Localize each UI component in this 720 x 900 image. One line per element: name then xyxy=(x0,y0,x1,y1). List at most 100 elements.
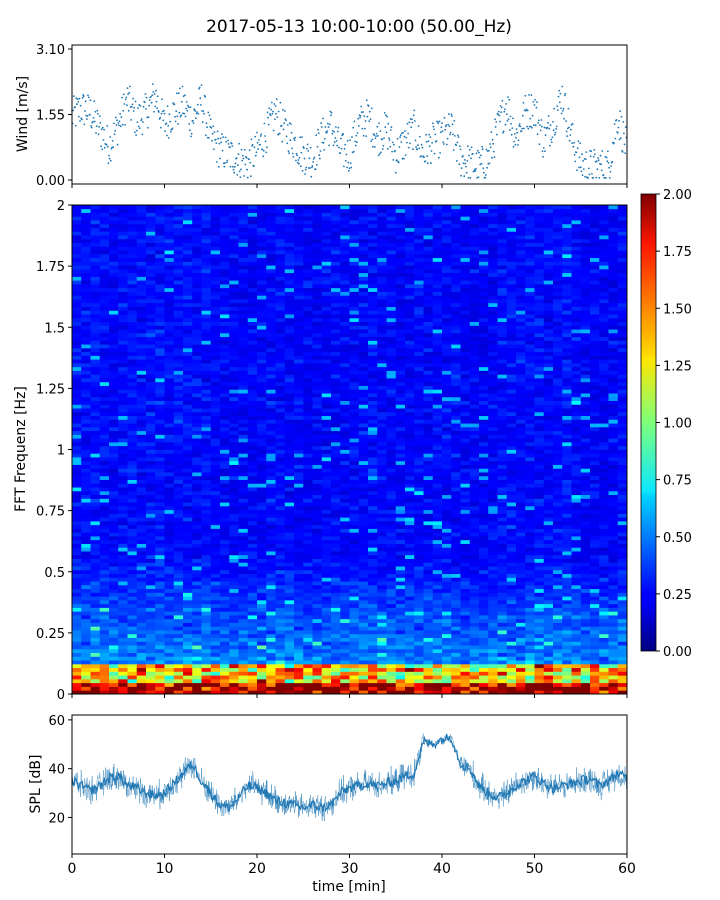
spectrogram-cell xyxy=(312,596,323,601)
spectrogram-cell xyxy=(201,641,212,646)
spectrogram-cell xyxy=(192,618,202,623)
spectrogram-cell xyxy=(201,532,212,537)
spectrogram-cell xyxy=(155,310,165,315)
spectrogram-cell xyxy=(146,227,156,232)
spectrogram-cell xyxy=(192,220,202,225)
wind-point xyxy=(467,177,470,179)
spectrogram-cell xyxy=(127,611,138,616)
spectrogram-cell xyxy=(155,528,165,533)
spectrogram-cell xyxy=(358,577,369,582)
spectrogram-cell xyxy=(284,235,295,240)
spectrogram-cell xyxy=(192,231,202,236)
spectrogram-cell xyxy=(136,588,147,593)
spectrogram-cell xyxy=(99,457,110,462)
wind-point xyxy=(510,123,512,125)
spectrogram-cell xyxy=(81,359,91,364)
spectrogram-cell xyxy=(331,536,341,541)
spectrogram-cell xyxy=(312,690,323,695)
spectrogram-cell xyxy=(349,208,360,213)
spectrogram-cell xyxy=(294,276,304,281)
spectrogram-cell xyxy=(109,566,119,571)
wind-point xyxy=(372,145,374,148)
spectrogram-cell xyxy=(99,611,110,616)
spectrogram-cell xyxy=(312,227,323,232)
spectrogram-cell xyxy=(257,543,267,548)
spectrogram-cell xyxy=(220,426,230,432)
wind-point xyxy=(140,118,143,120)
spectrogram-cell xyxy=(99,344,110,349)
spectrogram-cell xyxy=(210,460,221,465)
spectrogram-cell xyxy=(210,475,221,480)
spectrogram-cell xyxy=(146,359,156,364)
wind-point xyxy=(323,149,326,151)
spectrogram-cell xyxy=(81,268,91,274)
spectrogram-cell xyxy=(146,355,156,360)
spectrogram-cell xyxy=(201,682,212,687)
spectrogram-cell xyxy=(331,547,341,552)
spectrogram-cell xyxy=(340,295,350,300)
spectrogram-cell xyxy=(109,524,119,529)
spectrogram-cell xyxy=(331,517,341,522)
spectrogram-cell xyxy=(312,291,323,296)
spectrogram-cell xyxy=(349,434,360,439)
spectrogram-cell xyxy=(183,272,193,277)
spectrogram-cell xyxy=(266,419,276,424)
spectrogram-cell xyxy=(312,302,323,307)
spectrogram-cell xyxy=(321,532,332,537)
wind-point xyxy=(463,175,466,178)
spectrogram-cell xyxy=(183,246,193,251)
spectrogram-cell xyxy=(146,291,156,296)
spectrogram-cell xyxy=(247,317,258,323)
spectrogram-cell xyxy=(210,494,221,499)
spectrogram-cell xyxy=(210,464,221,469)
spectrogram-cell xyxy=(90,652,101,657)
spectrogram-cell xyxy=(257,310,267,315)
wind-point xyxy=(307,150,310,152)
spectrogram-cell xyxy=(312,678,323,684)
spectrogram-cell xyxy=(109,261,119,266)
spectrogram-cell xyxy=(136,438,147,443)
spectrogram-cell xyxy=(210,216,221,221)
spectrogram-cell xyxy=(266,671,276,676)
spectrogram-cell xyxy=(201,404,212,409)
spectrogram-cell xyxy=(303,577,313,582)
wind-point xyxy=(447,113,450,116)
wind-point xyxy=(582,168,585,171)
spectrogram-cell xyxy=(294,607,304,612)
spectrogram-cell xyxy=(155,291,165,296)
spectrogram-cell xyxy=(127,220,138,225)
wind-point xyxy=(617,126,620,129)
wind-point xyxy=(187,104,189,107)
wind-point xyxy=(349,139,351,142)
spectrogram-cell xyxy=(229,453,239,458)
spectrogram-cell xyxy=(275,370,286,375)
spectrogram-cell xyxy=(173,321,184,326)
spectrogram-cell xyxy=(192,468,202,473)
spectrogram-cell xyxy=(136,460,147,465)
spectrogram-cell xyxy=(284,246,295,251)
spectrogram-cell xyxy=(146,528,156,533)
spectrogram-cell xyxy=(284,611,295,616)
spectrogram-cell xyxy=(118,626,128,631)
spectrogram-cell xyxy=(201,494,212,499)
spectrogram-cell xyxy=(164,592,175,597)
spectrogram-cell xyxy=(127,453,138,458)
spectrogram-cell xyxy=(303,524,313,529)
spectrogram-cell xyxy=(303,648,313,654)
spectrogram-cell xyxy=(201,235,212,240)
spectrogram-cell xyxy=(220,208,230,213)
spectrogram-cell xyxy=(210,246,221,251)
spectrogram-cell xyxy=(136,242,147,247)
wind-point xyxy=(382,145,385,147)
spectrogram-cell xyxy=(331,378,341,383)
spectrogram-cell xyxy=(331,419,341,424)
wind-point xyxy=(547,121,549,124)
wind-point xyxy=(271,112,274,115)
spectrogram-cell xyxy=(238,227,249,232)
wind-point xyxy=(95,125,98,127)
spectrogram-cell xyxy=(192,645,202,650)
wind-point xyxy=(195,117,197,120)
spectrogram-cell xyxy=(331,475,341,480)
spectrogram-cell xyxy=(303,566,313,571)
spectrogram-cell xyxy=(192,404,202,409)
